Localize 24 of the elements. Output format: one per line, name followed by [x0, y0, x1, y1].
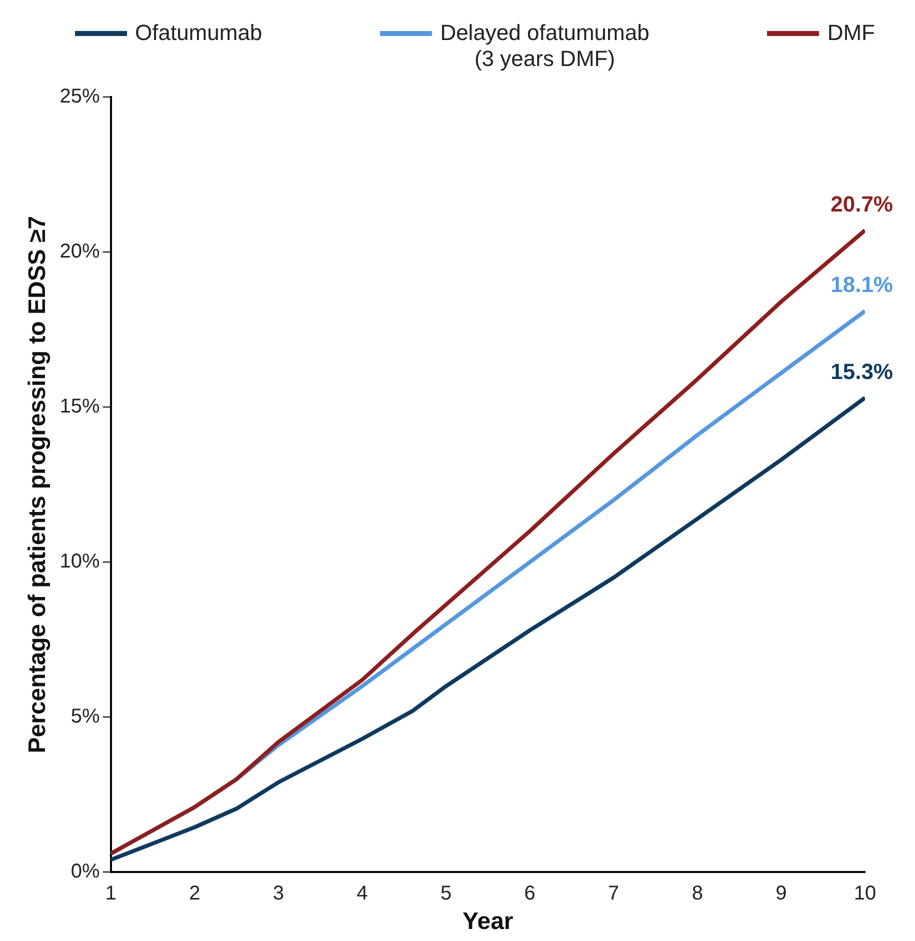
data-label: 18.1% [830, 272, 893, 298]
legend-label: Delayed ofatumumab (3 years DMF) [440, 20, 650, 72]
x-tick-label: 10 [854, 882, 876, 905]
y-tick-label: 10% [60, 550, 100, 573]
x-tick-label: 3 [272, 882, 284, 905]
x-tick-label: 4 [356, 882, 368, 905]
x-tick-label: 8 [692, 882, 703, 905]
x-tick-label: 9 [776, 882, 787, 905]
legend-label: DMF [827, 20, 875, 46]
y-tick-label: 0% [70, 860, 100, 883]
x-tick-label: 6 [524, 882, 536, 905]
x-tick-label: 5 [440, 882, 452, 905]
data-label: 15.3% [830, 358, 893, 384]
y-tick-label: 5% [70, 706, 100, 728]
x-axis-title: Year [462, 908, 514, 936]
x-tick-label: 7 [608, 882, 620, 905]
data-label: 20.7% [830, 191, 893, 216]
x-tick-label: 1 [105, 882, 116, 905]
y-tick-label: 25% [60, 86, 100, 108]
legend-label: Ofatumumab [135, 20, 262, 46]
y-tick-label: 20% [60, 240, 100, 263]
x-tick-label: 2 [189, 882, 200, 905]
y-tick-label: 15% [60, 396, 100, 418]
y-axis-title: Percentage of patients progressing to EDSS ≥7 [24, 216, 52, 754]
